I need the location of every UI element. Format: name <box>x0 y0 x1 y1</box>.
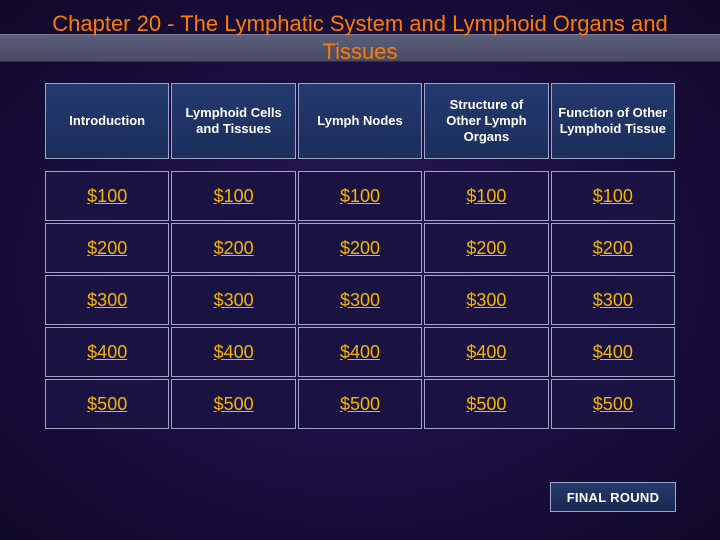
value-label: $500 <box>214 394 254 415</box>
page-title: Chapter 20 - The Lymphatic System and Ly… <box>0 10 720 65</box>
value-row: $500 $500 $500 $500 $500 <box>44 378 676 430</box>
final-round-label: FINAL ROUND <box>567 490 660 505</box>
value-label: $100 <box>87 186 127 207</box>
value-label: $500 <box>340 394 380 415</box>
value-cell[interactable]: $100 <box>298 171 422 221</box>
value-label: $300 <box>593 290 633 311</box>
value-cell[interactable]: $200 <box>424 223 548 273</box>
value-row: $400 $400 $400 $400 $400 <box>44 326 676 378</box>
value-label: $200 <box>87 238 127 259</box>
value-cell[interactable]: $200 <box>551 223 675 273</box>
value-cell[interactable]: $100 <box>551 171 675 221</box>
value-cell[interactable]: $400 <box>298 327 422 377</box>
value-cell[interactable]: $300 <box>298 275 422 325</box>
category-label: Function of Other Lymphoid Tissue <box>558 105 668 138</box>
value-cell[interactable]: $400 <box>45 327 169 377</box>
category-header: Function of Other Lymphoid Tissue <box>551 83 675 159</box>
value-cell[interactable]: $200 <box>171 223 295 273</box>
value-label: $200 <box>340 238 380 259</box>
value-label: $500 <box>87 394 127 415</box>
value-label: $400 <box>593 342 633 363</box>
value-label: $100 <box>593 186 633 207</box>
value-cell[interactable]: $400 <box>171 327 295 377</box>
category-header: Lymph Nodes <box>298 83 422 159</box>
value-label: $100 <box>466 186 506 207</box>
value-cell[interactable]: $100 <box>424 171 548 221</box>
category-label: Lymphoid Cells and Tissues <box>178 105 288 138</box>
value-label: $500 <box>593 394 633 415</box>
value-cell[interactable]: $400 <box>551 327 675 377</box>
value-cell[interactable]: $300 <box>551 275 675 325</box>
value-row: $300 $300 $300 $300 $300 <box>44 274 676 326</box>
value-label: $100 <box>340 186 380 207</box>
value-label: $300 <box>87 290 127 311</box>
value-cell[interactable]: $300 <box>171 275 295 325</box>
value-cell[interactable]: $100 <box>171 171 295 221</box>
value-cell[interactable]: $100 <box>45 171 169 221</box>
value-cell[interactable]: $200 <box>298 223 422 273</box>
value-row: $100 $100 $100 $100 $100 <box>44 170 676 222</box>
value-grid: $100 $100 $100 $100 $100 $200 $200 $200 … <box>44 170 676 430</box>
category-header-row: Introduction Lymphoid Cells and Tissues … <box>44 82 676 160</box>
value-cell[interactable]: $500 <box>424 379 548 429</box>
value-label: $300 <box>340 290 380 311</box>
value-label: $400 <box>340 342 380 363</box>
value-cell[interactable]: $300 <box>424 275 548 325</box>
value-cell[interactable]: $200 <box>45 223 169 273</box>
value-label: $400 <box>87 342 127 363</box>
value-label: $500 <box>466 394 506 415</box>
value-label: $200 <box>214 238 254 259</box>
value-cell[interactable]: $300 <box>45 275 169 325</box>
value-label: $100 <box>214 186 254 207</box>
value-cell[interactable]: $500 <box>298 379 422 429</box>
value-row: $200 $200 $200 $200 $200 <box>44 222 676 274</box>
value-label: $200 <box>593 238 633 259</box>
value-cell[interactable]: $500 <box>551 379 675 429</box>
value-cell[interactable]: $500 <box>171 379 295 429</box>
category-label: Introduction <box>69 113 145 129</box>
category-label: Structure of Other Lymph Organs <box>431 97 541 146</box>
jeopardy-board: Introduction Lymphoid Cells and Tissues … <box>44 82 676 430</box>
category-header: Introduction <box>45 83 169 159</box>
category-label: Lymph Nodes <box>317 113 402 129</box>
value-label: $400 <box>466 342 506 363</box>
value-label: $400 <box>214 342 254 363</box>
final-round-button[interactable]: FINAL ROUND <box>550 482 676 512</box>
value-cell[interactable]: $500 <box>45 379 169 429</box>
value-label: $200 <box>466 238 506 259</box>
value-label: $300 <box>214 290 254 311</box>
category-header: Structure of Other Lymph Organs <box>424 83 548 159</box>
value-cell[interactable]: $400 <box>424 327 548 377</box>
category-header: Lymphoid Cells and Tissues <box>171 83 295 159</box>
value-label: $300 <box>466 290 506 311</box>
